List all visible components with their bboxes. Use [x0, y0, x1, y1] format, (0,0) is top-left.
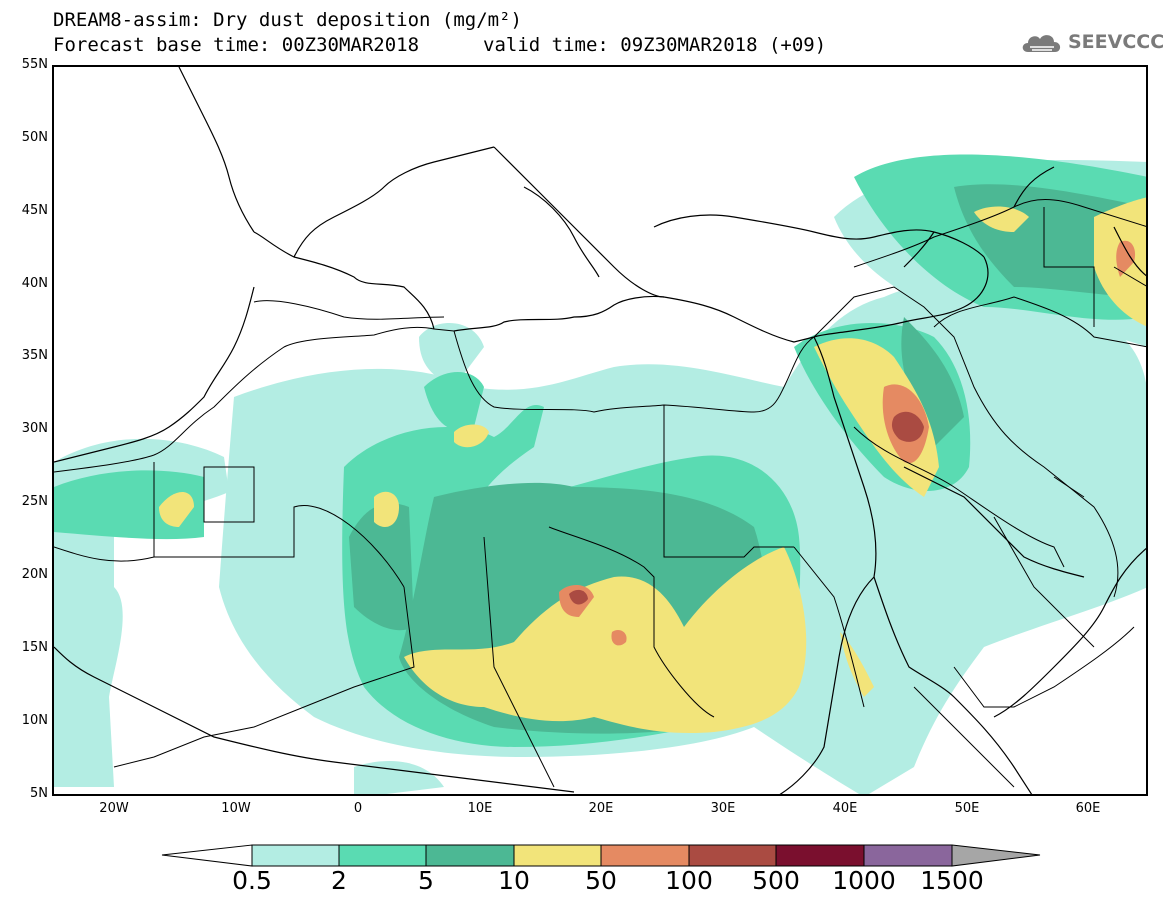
- colorbar-bin: [688, 844, 777, 867]
- lat-label: 55N: [21, 57, 48, 72]
- lat-label: 25N: [21, 494, 48, 509]
- colorbar-bin: [338, 844, 427, 867]
- lat-label: 20N: [21, 567, 48, 582]
- colorbar-tick: 100: [665, 866, 713, 895]
- logo-text: SEEVCCC: [1068, 31, 1165, 53]
- colorbar-tick: 50: [585, 866, 617, 895]
- cloud-icon: [1022, 35, 1061, 52]
- forecast-base-time: Forecast base time: 00Z30MAR2018: [53, 34, 420, 56]
- valid-time: valid time: 09Z30MAR2018 (+09): [483, 34, 827, 56]
- map-canvas: [54, 67, 1146, 794]
- colorbar-tick: 500: [752, 866, 800, 895]
- colorbar-bin: [513, 844, 602, 867]
- colorbar-tick: 1000: [832, 866, 896, 895]
- lat-label: 50N: [21, 130, 48, 145]
- lon-label: 0: [353, 801, 363, 816]
- lat-label: 5N: [30, 786, 48, 801]
- lon-label: 30E: [710, 801, 736, 816]
- colorbar-bin: [251, 844, 340, 867]
- lon-label: 20E: [588, 801, 614, 816]
- lat-label: 40N: [21, 276, 48, 291]
- coastlines: [54, 67, 1146, 794]
- colorbar-bin: [425, 844, 515, 867]
- colorbar-tick: 5: [418, 866, 434, 895]
- lon-label: 50E: [954, 801, 980, 816]
- colorbar-max-arrow: [951, 844, 1041, 867]
- colorbar-tick: 1500: [920, 866, 984, 895]
- colorbar-bin: [775, 844, 865, 867]
- colorbar-bin: [863, 844, 953, 867]
- colorbar-bin: [600, 844, 690, 867]
- country-borders: [54, 199, 1146, 788]
- colorbar-tick: 0.5: [232, 866, 272, 895]
- lon-label: 60E: [1075, 801, 1101, 816]
- lat-label: 45N: [21, 203, 48, 218]
- lat-label: 30N: [21, 421, 48, 436]
- colorbar: [161, 844, 1041, 867]
- lon-label: 20W: [99, 801, 129, 816]
- colorbar-min-arrow: [161, 844, 253, 867]
- dust-map: [52, 65, 1148, 796]
- colorbar-tick: 10: [498, 866, 530, 895]
- lon-label: 40E: [832, 801, 858, 816]
- lat-label: 15N: [21, 640, 48, 655]
- lat-label: 35N: [21, 348, 48, 363]
- map-title: DREAM8-assim: Dry dust deposition (mg/m²…: [53, 9, 522, 31]
- colorbar-tick: 2: [331, 866, 347, 895]
- seevccc-logo: SEEVCCC: [1020, 29, 1164, 55]
- lon-label: 10E: [467, 801, 493, 816]
- dust-field-red: [569, 411, 924, 605]
- lon-label: 10W: [221, 801, 251, 816]
- lat-label: 10N: [21, 713, 48, 728]
